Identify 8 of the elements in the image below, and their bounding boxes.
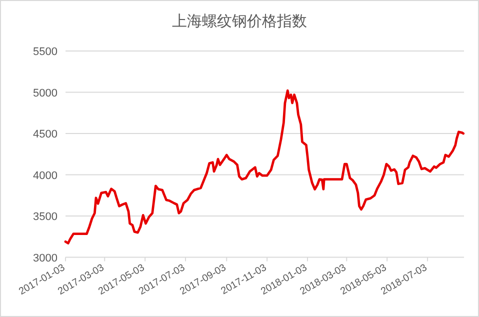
y-tick-label: 3500 [33,211,58,224]
y-tick-label: 4500 [33,128,58,141]
chart-title: 上海螺纹钢价格指数 [172,13,307,30]
y-tick-label: 3000 [33,252,58,264]
y-tick-label: 5000 [33,87,58,100]
y-tick-label: 5500 [33,46,58,58]
y-tick-label: 4000 [33,170,58,182]
line-series [64,89,465,244]
